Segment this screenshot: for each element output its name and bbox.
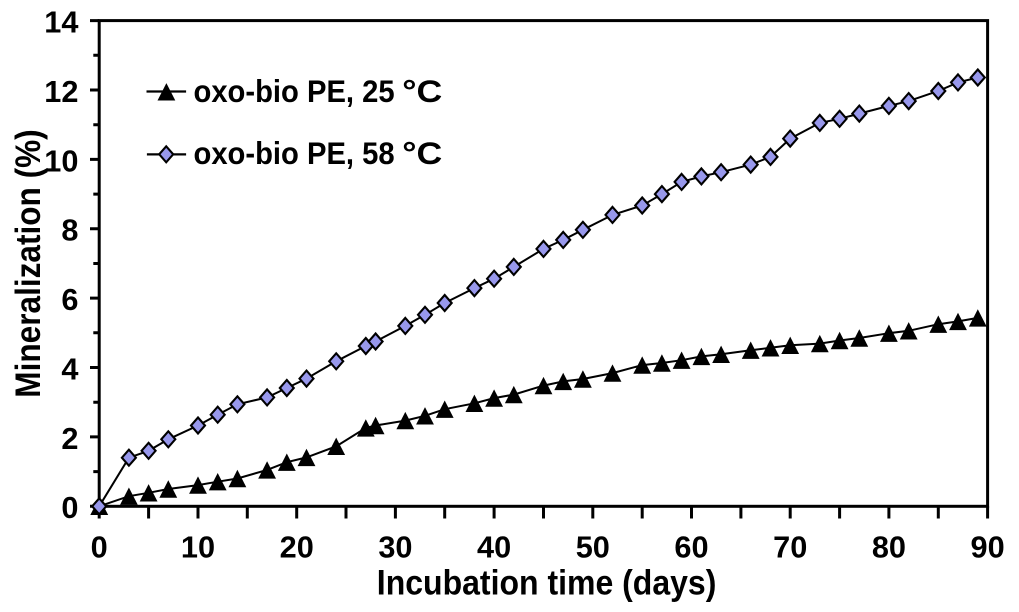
svg-text:90: 90 xyxy=(971,530,1005,565)
svg-text:60: 60 xyxy=(674,530,708,565)
svg-text:10: 10 xyxy=(44,143,78,178)
svg-text:4: 4 xyxy=(61,351,78,386)
svg-text:oxo-bio PE, 25: oxo-bio PE, 25 xyxy=(194,73,395,109)
svg-text:70: 70 xyxy=(773,530,807,565)
svg-text:40: 40 xyxy=(477,530,511,565)
svg-text:30: 30 xyxy=(378,530,412,565)
svg-text:0: 0 xyxy=(91,530,108,565)
svg-text:Incubation time (days): Incubation time (days) xyxy=(377,563,717,603)
svg-text:2: 2 xyxy=(61,421,78,456)
svg-text:14: 14 xyxy=(44,5,78,40)
svg-text:8: 8 xyxy=(61,213,78,248)
svg-text:0: 0 xyxy=(61,490,78,525)
svg-text:80: 80 xyxy=(872,530,906,565)
svg-text:°C: °C xyxy=(402,73,442,109)
svg-text:Mineralization (%): Mineralization (%) xyxy=(8,129,48,397)
svg-text:6: 6 xyxy=(61,282,78,317)
svg-text:oxo-bio PE, 58: oxo-bio PE, 58 xyxy=(194,135,395,171)
svg-text:10: 10 xyxy=(181,530,215,565)
svg-text:20: 20 xyxy=(280,530,314,565)
svg-text:12: 12 xyxy=(44,74,78,109)
svg-text:50: 50 xyxy=(576,530,610,565)
svg-text:°C: °C xyxy=(402,135,442,171)
